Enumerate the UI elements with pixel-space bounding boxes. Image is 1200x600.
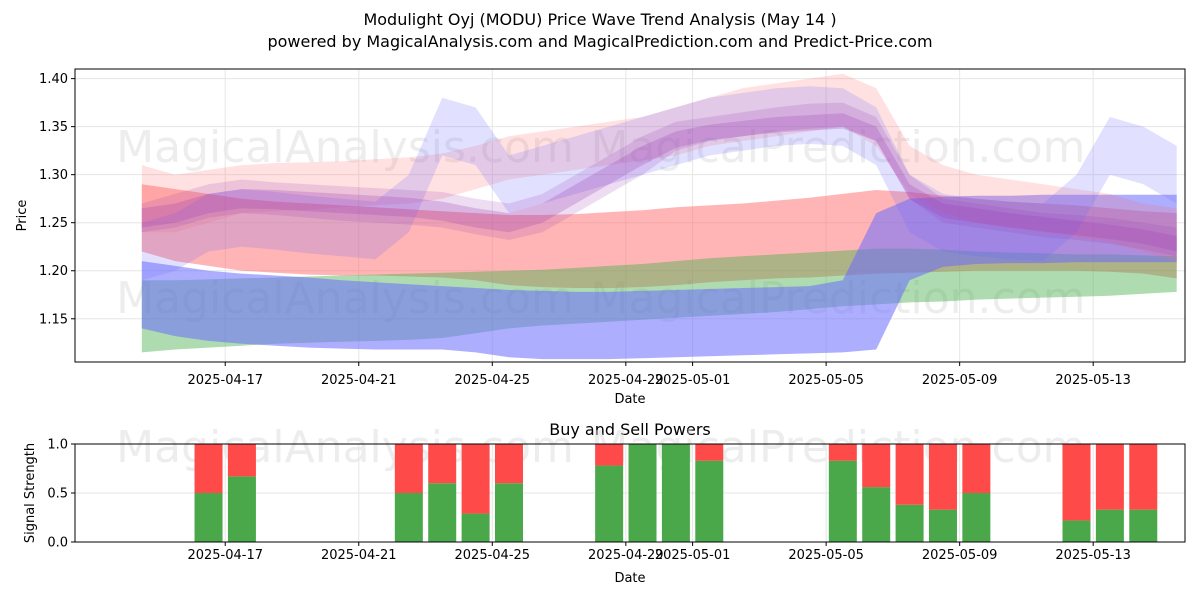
y-tick-label: 1.0 (47, 438, 68, 453)
sell-bar (194, 444, 223, 493)
x-tick-label: 2025-04-29 (588, 548, 664, 563)
wave-band-purple-5 (141, 102, 1177, 257)
buy-bar (1129, 509, 1158, 542)
chart-subtitle: powered by MagicalAnalysis.com and Magic… (267, 32, 932, 51)
sell-bar (862, 444, 891, 488)
y-tick-label: 0.5 (47, 487, 68, 502)
buy-bar (1095, 509, 1124, 542)
x-tick-label: 2025-05-09 (922, 548, 998, 563)
x-tick-label: 2025-04-17 (187, 548, 263, 563)
y-tick-label: 1.20 (39, 264, 68, 279)
sell-bar (895, 444, 924, 505)
plot-frame (74, 68, 1186, 363)
buy-bar (895, 504, 924, 542)
x-tick-label: 2025-04-25 (455, 373, 531, 388)
sell-bar (1129, 444, 1158, 510)
chart-title: Modulight Oyj (MODU) Price Wave Trend An… (363, 10, 836, 29)
x-axis-label: Date (614, 392, 645, 407)
buy-bar (862, 487, 891, 542)
watermark-left: MagicalAnalysis.com (116, 122, 574, 173)
x-axis-label: Date (614, 571, 645, 586)
signal-plot: Buy and Sell PowersMagicalAnalysis.comMa… (23, 420, 1186, 586)
buy-bar (461, 513, 490, 542)
buy-bar (962, 493, 991, 542)
watermark-right: MagicalPrediction.com (591, 122, 1086, 173)
sell-bar (394, 444, 423, 493)
sell-bar (494, 444, 523, 484)
x-tick-label: 2025-04-25 (455, 548, 531, 563)
y-tick-label: 1.25 (39, 216, 68, 231)
x-tick-label: 2025-05-09 (922, 373, 998, 388)
x-tick-label: 2025-04-21 (321, 373, 397, 388)
sell-bar (928, 444, 957, 510)
buy-bar (428, 483, 457, 542)
x-tick-label: 2025-05-05 (788, 548, 864, 563)
price-plot: MagicalAnalysis.com MagicalPrediction.com… (15, 68, 1186, 407)
buy-bar (828, 460, 857, 542)
y-tick-label: 1.30 (39, 168, 68, 183)
sell-bar (962, 444, 991, 493)
sell-bar (695, 444, 724, 461)
x-tick-label: 2025-04-21 (321, 548, 397, 563)
x-tick-label: 2025-05-05 (788, 373, 864, 388)
signal-chart-title: Buy and Sell Powers (549, 420, 711, 439)
y-tick-label: 0.0 (47, 536, 68, 551)
y-tick-label: 1.35 (39, 120, 68, 135)
sell-bar (828, 444, 857, 461)
sell-bar (1095, 444, 1124, 510)
wave-band-red-3 (141, 73, 1177, 262)
x-tick-label: 2025-04-29 (588, 373, 664, 388)
y-tick-label: 1.40 (39, 72, 68, 87)
buy-bar (695, 460, 724, 542)
y-tick-label: 1.15 (39, 312, 68, 327)
wave-band-purple-6 (141, 113, 1177, 252)
sell-bar (595, 444, 624, 466)
wave-band-blue-2 (141, 194, 1177, 360)
x-tick-label: 2025-04-17 (187, 373, 263, 388)
wave-band-blue-4 (141, 86, 1177, 281)
buy-bar (194, 493, 223, 542)
buy-bar (494, 483, 523, 542)
sell-bar (428, 444, 457, 484)
buy-bar (595, 465, 624, 542)
sell-bar (1062, 444, 1091, 521)
buy-bar (628, 444, 657, 542)
sell-bar (227, 444, 256, 477)
y-axis-label: Signal Strength (23, 443, 38, 543)
buy-bar (661, 444, 690, 542)
buy-bar (928, 509, 957, 542)
buy-bar (227, 476, 256, 542)
y-axis-label: Price (15, 200, 30, 232)
buy-bar (1062, 520, 1091, 542)
x-tick-label: 2025-05-13 (1055, 373, 1131, 388)
buy-bar (394, 493, 423, 542)
sell-bar (461, 444, 490, 514)
x-tick-label: 2025-05-01 (655, 373, 731, 388)
x-tick-label: 2025-05-13 (1055, 548, 1131, 563)
x-tick-label: 2025-05-01 (655, 548, 731, 563)
